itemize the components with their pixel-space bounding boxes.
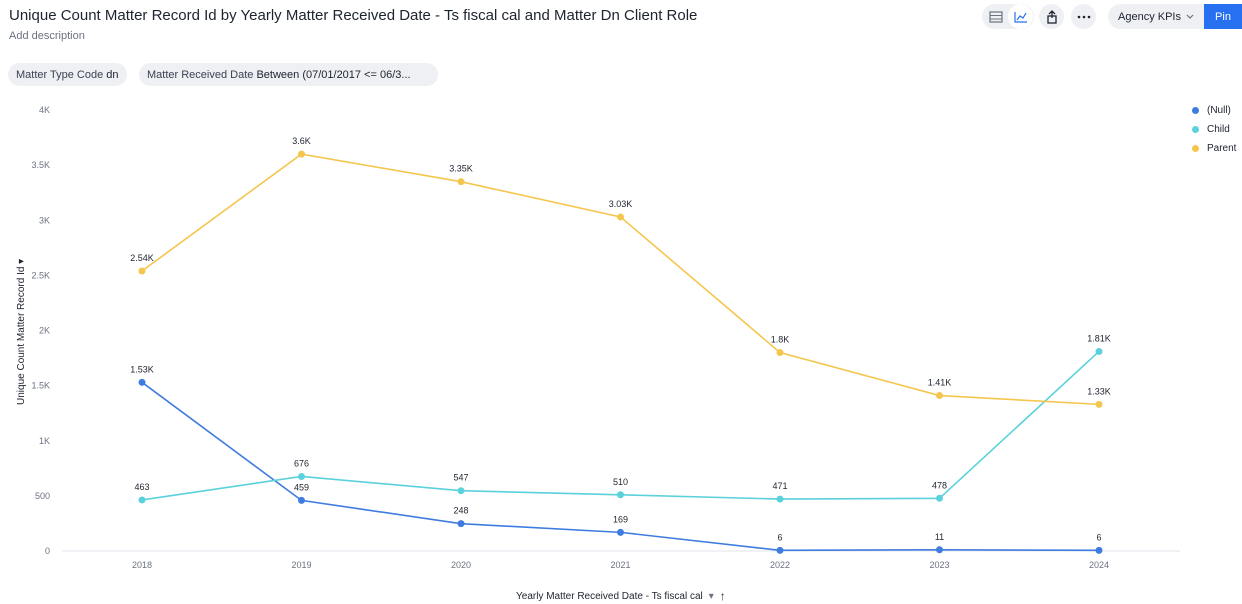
x-axis-label-text: Yearly Matter Received Date - Ts fiscal …	[516, 590, 703, 602]
data-label: 3.03K	[609, 199, 633, 209]
data-point[interactable]	[776, 495, 784, 503]
y-tick-label: 1K	[39, 436, 50, 446]
legend-label: Child	[1207, 124, 1230, 135]
filter-chip-label: Matter Received Date	[147, 68, 254, 81]
data-point[interactable]	[776, 546, 784, 554]
data-point[interactable]	[138, 378, 146, 386]
share-icon	[1046, 9, 1057, 24]
y-axis-label-text: Unique Count Matter Record Id	[16, 266, 27, 405]
y-axis-label[interactable]: Unique Count Matter Record Id ▾	[16, 258, 27, 405]
liveboard-select[interactable]: Agency KPIs	[1108, 4, 1206, 29]
data-label: 248	[453, 506, 468, 516]
pin-button[interactable]: Pin	[1204, 4, 1242, 29]
y-tick-label: 3.5K	[31, 160, 50, 170]
x-tick-label: 2024	[1089, 560, 1109, 570]
line-chart-icon	[1013, 11, 1027, 23]
series-line-null[interactable]	[141, 381, 1100, 552]
data-label: 6	[777, 532, 782, 542]
data-label: 471	[772, 481, 787, 491]
sort-dropdown-icon[interactable]: ▾	[708, 590, 714, 602]
data-label: 1.81K	[1087, 333, 1111, 343]
data-label: 676	[294, 458, 309, 468]
series-line-parent[interactable]	[141, 153, 1100, 406]
data-point[interactable]	[298, 496, 305, 504]
legend-swatch	[1192, 145, 1199, 152]
x-tick-label: 2020	[451, 560, 471, 570]
data-label: 3.35K	[449, 164, 473, 174]
more-options-button[interactable]	[1071, 4, 1096, 29]
data-point[interactable]	[457, 487, 465, 495]
data-point[interactable]	[457, 520, 465, 528]
chart-legend: (Null) Child Parent	[1192, 101, 1236, 158]
data-point[interactable]	[617, 213, 624, 221]
chart-title: Unique Count Matter Record Id by Yearly …	[9, 7, 698, 24]
x-tick-label: 2021	[610, 560, 630, 570]
filter-chip-received-date[interactable]: Matter Received Date Between (07/01/2017…	[139, 63, 438, 86]
legend-swatch	[1192, 107, 1199, 114]
data-label: 3.6K	[292, 136, 311, 146]
data-point[interactable]	[936, 494, 943, 502]
add-description-link[interactable]: Add description	[9, 30, 85, 42]
data-label: 547	[453, 473, 468, 483]
legend-item[interactable]: Child	[1192, 120, 1236, 139]
y-tick-label: 1.5K	[31, 381, 50, 391]
data-point[interactable]	[1095, 347, 1103, 355]
x-tick-label: 2018	[132, 560, 152, 570]
data-point[interactable]	[298, 472, 305, 480]
x-tick-label: 2023	[929, 560, 949, 570]
data-label: 11	[935, 532, 944, 542]
legend-swatch	[1192, 126, 1199, 133]
legend-item[interactable]: Parent	[1192, 139, 1236, 158]
data-label: 459	[294, 482, 309, 492]
y-tick-label: 4K	[39, 105, 50, 115]
data-point[interactable]	[617, 491, 624, 499]
data-point[interactable]	[138, 267, 146, 275]
data-label: 1.53K	[130, 364, 154, 374]
data-point[interactable]	[1095, 546, 1103, 554]
y-tick-label: 3K	[39, 215, 50, 225]
data-point[interactable]	[298, 150, 305, 158]
table-view-button[interactable]	[983, 4, 1008, 29]
data-label: 1.41K	[928, 378, 952, 388]
data-point[interactable]	[457, 178, 465, 186]
x-tick-label: 2019	[291, 560, 311, 570]
data-label: 510	[613, 477, 628, 487]
data-label: 1.33K	[1087, 386, 1111, 396]
data-label: 169	[613, 514, 628, 524]
data-label: 478	[932, 480, 947, 490]
data-label: 463	[134, 482, 149, 492]
share-button[interactable]	[1039, 4, 1064, 29]
x-tick-label: 2022	[770, 560, 790, 570]
chevron-down-icon	[1186, 14, 1194, 19]
y-tick-label: 2.5K	[31, 270, 50, 280]
x-axis-label[interactable]: Yearly Matter Received Date - Ts fiscal …	[516, 589, 726, 603]
data-point[interactable]	[1095, 400, 1103, 408]
data-point[interactable]	[936, 546, 943, 554]
filter-chip-label: Matter Type Code	[16, 68, 104, 81]
y-tick-label: 0	[45, 546, 50, 556]
data-point[interactable]	[617, 528, 624, 536]
filter-chip-matter-type[interactable]: Matter Type Code dn	[8, 63, 127, 86]
data-point[interactable]	[138, 496, 146, 504]
filter-chip-value: Between (07/01/2017 <= 06/3...	[256, 68, 411, 81]
data-point[interactable]	[776, 349, 784, 357]
liveboard-select-label: Agency KPIs	[1118, 10, 1181, 23]
legend-item[interactable]: (Null)	[1192, 101, 1236, 120]
filter-chip-value: dn	[106, 68, 119, 81]
chart-view-button[interactable]	[1008, 4, 1033, 29]
data-label: 6	[1096, 532, 1101, 542]
legend-label: (Null)	[1207, 105, 1231, 116]
y-tick-label: 500	[35, 491, 50, 501]
more-icon	[1077, 15, 1090, 18]
legend-label: Parent	[1207, 143, 1237, 154]
y-tick-label: 2K	[39, 326, 50, 336]
data-label: 1.8K	[771, 335, 790, 345]
data-point[interactable]	[936, 392, 943, 400]
sort-ascending-icon[interactable]: ↑	[719, 589, 726, 603]
data-label: 2.54K	[130, 253, 154, 263]
table-icon	[988, 10, 1003, 23]
